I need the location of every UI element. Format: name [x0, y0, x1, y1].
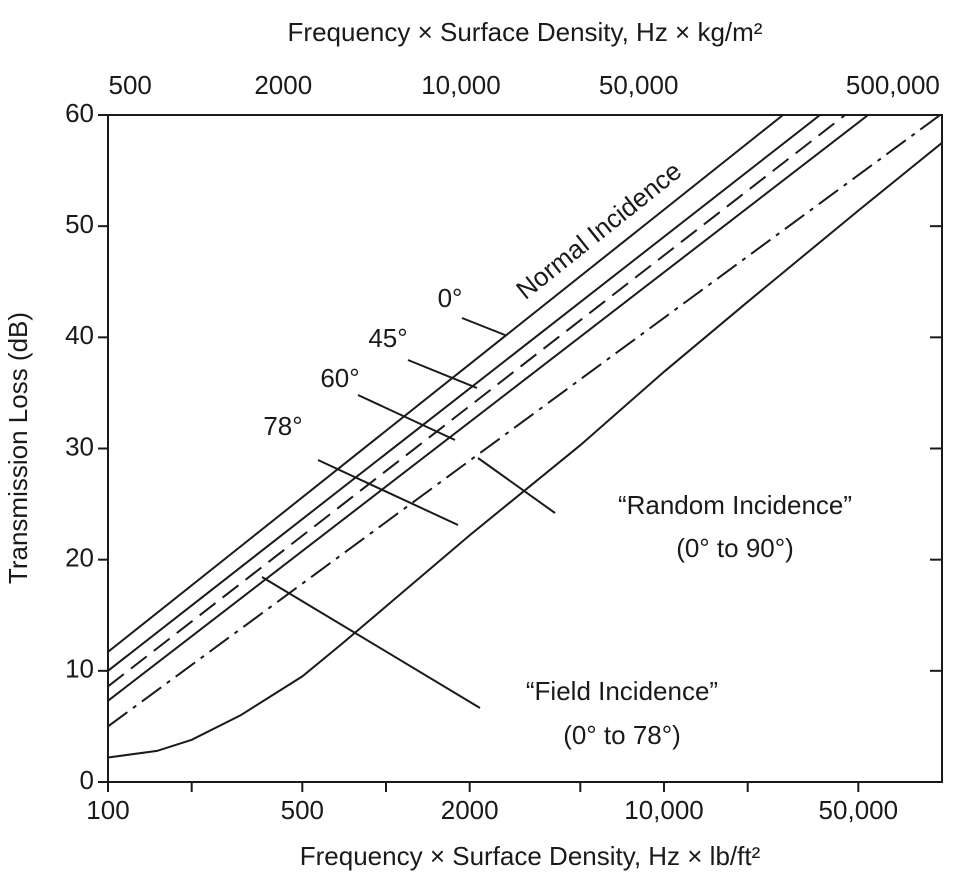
series-line [108, 115, 784, 653]
annotation: 45° [368, 323, 407, 353]
x-tick-label: 100 [86, 795, 129, 825]
x-axis-label: Frequency × Surface Density, Hz × lb/ft² [300, 841, 761, 871]
annotation: Normal Incidence [510, 156, 687, 306]
leader-line [407, 359, 478, 389]
leader-line [357, 394, 456, 441]
x-tick-label: 2000 [441, 795, 499, 825]
leader-lines [261, 317, 556, 709]
x2-axis-label: Frequency × Surface Density, Hz × kg/m² [288, 17, 763, 47]
x2-tick-label: 500 [108, 70, 151, 100]
y-tick-label: 60 [65, 98, 94, 128]
leader-line [261, 576, 481, 709]
y-tick-label: 50 [65, 209, 94, 239]
x-tick-label: 50,000 [819, 795, 899, 825]
series-line [108, 115, 941, 728]
series-line [108, 142, 942, 759]
series-group [108, 115, 942, 759]
y-axis-label: Transmission Loss (dB) [3, 312, 33, 584]
annotation: “Random Incidence” [618, 490, 852, 520]
annotation: (0° to 90°) [676, 533, 794, 563]
x-tick-label: 500 [281, 795, 324, 825]
x2-tick-label: 50,000 [599, 70, 679, 100]
annotation: 60° [320, 363, 359, 393]
y-tick-label: 30 [65, 431, 94, 461]
x2-tick-label: 2000 [254, 70, 312, 100]
annotation: “Field Incidence” [526, 676, 718, 706]
annotation: 78° [263, 411, 302, 441]
y-tick-label: 10 [65, 654, 94, 684]
series-line [108, 115, 821, 672]
x2-tick-label: 10,000 [421, 70, 501, 100]
leader-line [477, 457, 556, 514]
series-line [108, 115, 869, 702]
y-tick-label: 40 [65, 320, 94, 350]
y-tick-label: 0 [80, 765, 94, 795]
annotation: 0° [438, 283, 463, 313]
leader-line [317, 459, 459, 526]
x-tick-label: 10,000 [624, 795, 704, 825]
series-line [108, 115, 846, 688]
x2-tick-label: 500,000 [846, 70, 940, 100]
annotation: (0° to 78°) [563, 720, 681, 750]
leader-line [461, 317, 506, 336]
y-tick-label: 20 [65, 543, 94, 573]
